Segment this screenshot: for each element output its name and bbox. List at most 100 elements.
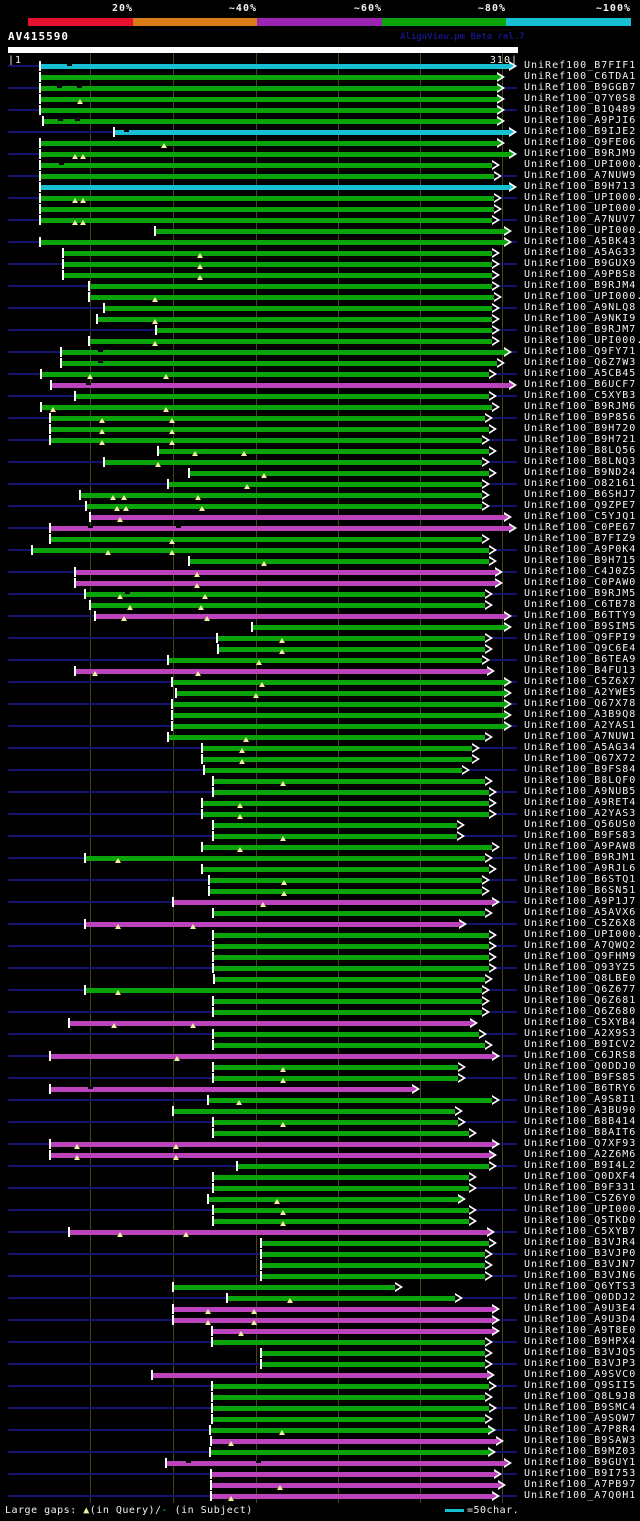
hsp-bar[interactable] (41, 185, 511, 190)
hsp-bar[interactable] (214, 1043, 487, 1048)
hsp-bar[interactable] (214, 944, 491, 949)
hit-label[interactable]: UniRef100_Q0DDJ2 (524, 1292, 637, 1303)
hit-label[interactable]: UniRef100_B8LQF0 (524, 775, 637, 786)
hit-label[interactable]: UniRef100_C5YJQ1 (524, 511, 637, 522)
hsp-bar[interactable] (51, 537, 484, 542)
hit-label[interactable]: UniRef100_UPI000.. (524, 192, 640, 203)
hit-label[interactable]: UniRef100_UPI000.. (524, 335, 640, 346)
hsp-bar[interactable] (262, 1252, 487, 1257)
hit-label[interactable]: UniRef100_B3VJN7 (524, 1259, 637, 1270)
hsp-bar[interactable] (228, 1296, 457, 1301)
hsp-bar[interactable] (190, 559, 491, 564)
hit-label[interactable]: UniRef100_B9IJE2 (524, 126, 637, 137)
hit-label[interactable]: UniRef100_Q9FE06 (524, 137, 637, 148)
hsp-bar[interactable] (219, 647, 487, 652)
hsp-bar[interactable] (41, 152, 511, 157)
hsp-bar[interactable] (214, 1120, 460, 1125)
hit-label[interactable]: UniRef100_A2Z6M6 (524, 1149, 637, 1160)
hit-label[interactable]: UniRef100_B6SHJ7 (524, 489, 637, 500)
hit-label[interactable]: UniRef100_B1Q489 (524, 104, 637, 115)
hsp-bar[interactable] (51, 526, 511, 531)
hit-label[interactable]: UniRef100_B9H721 (524, 434, 637, 445)
hsp-bar[interactable] (203, 746, 474, 751)
hsp-bar[interactable] (214, 1175, 471, 1180)
hit-label[interactable]: UniRef100_O82161 (524, 478, 637, 489)
hsp-bar[interactable] (173, 680, 506, 685)
hsp-bar[interactable] (91, 515, 506, 520)
hit-label[interactable]: UniRef100_Q9FY71 (524, 346, 637, 357)
hsp-bar[interactable] (41, 108, 499, 113)
hit-label[interactable]: UniRef100_A2YAS1 (524, 720, 637, 731)
hit-label[interactable]: UniRef100_B9RJM5 (524, 588, 637, 599)
hsp-bar[interactable] (209, 1098, 494, 1103)
hit-label[interactable]: UniRef100_A9NKI9 (524, 313, 637, 324)
hit-label[interactable]: UniRef100_Q6Z681 (524, 995, 637, 1006)
hsp-bar[interactable] (212, 1483, 500, 1488)
hsp-bar[interactable] (190, 471, 491, 476)
hsp-bar[interactable] (174, 900, 494, 905)
hit-label[interactable]: UniRef100_C4J0Z5 (524, 566, 637, 577)
hsp-bar[interactable] (214, 966, 491, 971)
hit-label[interactable]: UniRef100_A9SVC0 (524, 1369, 637, 1380)
hsp-bar[interactable] (213, 1417, 487, 1422)
hsp-bar[interactable] (203, 812, 491, 817)
hsp-bar[interactable] (209, 1197, 460, 1202)
hsp-bar[interactable] (86, 988, 484, 993)
hsp-bar[interactable] (167, 1461, 506, 1466)
hsp-bar[interactable] (214, 955, 491, 960)
hsp-bar[interactable] (214, 911, 487, 916)
hit-label[interactable]: UniRef100_A7NUV7 (524, 214, 637, 225)
hit-label[interactable]: UniRef100_B3VJP3 (524, 1358, 637, 1369)
hsp-bar[interactable] (169, 735, 487, 740)
hsp-bar[interactable] (41, 86, 499, 91)
hit-label[interactable]: UniRef100_Q9FPI9 (524, 632, 637, 643)
hit-label[interactable]: UniRef100_A7QWQ2 (524, 940, 637, 951)
hit-label[interactable]: UniRef100_B9GUY1 (524, 1457, 637, 1468)
hit-label[interactable]: UniRef100_B9FS84 (524, 764, 637, 775)
hsp-bar[interactable] (105, 460, 484, 465)
hsp-bar[interactable] (169, 482, 484, 487)
hsp-bar[interactable] (212, 1494, 494, 1499)
hsp-bar[interactable] (174, 1318, 494, 1323)
hit-label[interactable]: UniRef100_Q67X78 (524, 698, 637, 709)
hsp-bar[interactable] (214, 779, 487, 784)
hsp-bar[interactable] (262, 1241, 491, 1246)
hit-label[interactable]: UniRef100_B7FIF1 (524, 60, 637, 71)
hsp-bar[interactable] (238, 1164, 491, 1169)
hit-label[interactable]: UniRef100_B3VJR4 (524, 1237, 637, 1248)
hsp-bar[interactable] (174, 1109, 457, 1114)
hsp-bar[interactable] (41, 196, 496, 201)
hsp-bar[interactable] (51, 1153, 491, 1158)
hsp-bar[interactable] (203, 801, 491, 806)
hsp-bar[interactable] (169, 658, 484, 663)
hit-label[interactable]: UniRef100_A5CB45 (524, 368, 637, 379)
hsp-bar[interactable] (33, 548, 491, 553)
hit-label[interactable]: UniRef100_B9MZ03 (524, 1446, 637, 1457)
hit-label[interactable]: UniRef100_B7FIZ9 (524, 533, 637, 544)
hit-label[interactable]: UniRef100_Q6Z677 (524, 984, 637, 995)
hsp-bar[interactable] (177, 691, 506, 696)
hsp-bar[interactable] (214, 834, 459, 839)
hit-label[interactable]: UniRef100_C0PAW0 (524, 577, 637, 588)
hsp-bar[interactable] (213, 1395, 487, 1400)
hit-label[interactable]: UniRef100_B3VJQ5 (524, 1347, 637, 1358)
hit-label[interactable]: UniRef100_C5Z6X7 (524, 676, 637, 687)
hit-label[interactable]: UniRef100_B9SMC4 (524, 1402, 637, 1413)
hit-label[interactable]: UniRef100_B6SN51 (524, 885, 637, 896)
hsp-bar[interactable] (51, 1087, 414, 1092)
hit-label[interactable]: UniRef100_B9FS83 (524, 830, 637, 841)
hit-label[interactable]: UniRef100_Q0DDJ0 (524, 1061, 637, 1072)
hsp-bar[interactable] (211, 1428, 490, 1433)
hit-label[interactable]: UniRef100_B9I753 (524, 1468, 637, 1479)
hsp-bar[interactable] (76, 581, 497, 586)
hsp-bar[interactable] (41, 64, 511, 69)
hit-label[interactable]: UniRef100_B9ND24 (524, 467, 637, 478)
hsp-bar[interactable] (214, 1076, 460, 1081)
hit-label[interactable]: UniRef100_B6TTY9 (524, 610, 637, 621)
hsp-bar[interactable] (214, 1219, 471, 1224)
hit-label[interactable]: UniRef100_A9NUB5 (524, 786, 637, 797)
hsp-bar[interactable] (218, 636, 487, 641)
hsp-bar[interactable] (41, 163, 494, 168)
hit-label[interactable]: UniRef100_B6UCF7 (524, 379, 637, 390)
hsp-bar[interactable] (70, 1021, 472, 1026)
